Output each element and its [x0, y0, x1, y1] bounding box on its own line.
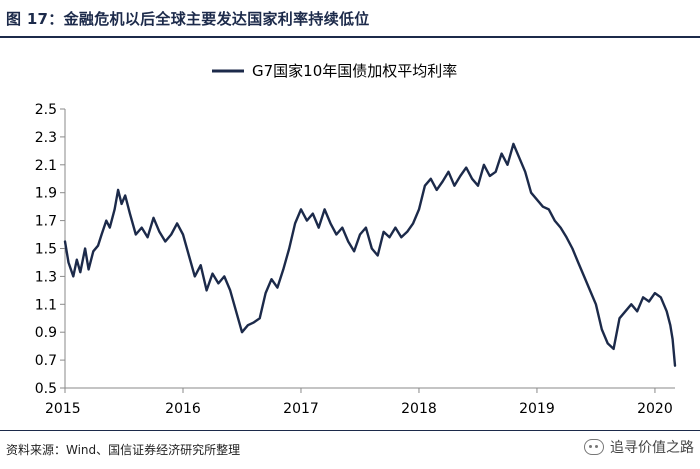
source-divider	[0, 430, 700, 431]
figure-title: 图 17：金融危机以后全球主要发达国家利率持续低位	[6, 10, 370, 28]
y-tick-label: 1.9	[35, 186, 57, 202]
y-tick-label: 2.1	[35, 158, 57, 174]
title-divider	[0, 36, 700, 38]
title-bar: 图 17：金融危机以后全球主要发达国家利率持续低位	[0, 0, 700, 34]
y-tick-label: 1.7	[35, 214, 57, 230]
x-tick-label: 2018	[401, 401, 437, 417]
x-tick-label: 2015	[45, 401, 81, 417]
y-tick-label: 2.5	[35, 102, 57, 118]
y-tick-label: 0.5	[35, 381, 57, 397]
source-note: 资料来源：Wind、国信证券经济研究所整理	[6, 443, 241, 457]
legend: G7国家10年国债加权平均利率	[212, 62, 457, 80]
series-line-0	[63, 142, 677, 367]
x-axis: 2015 2016 2017 2018 2019 2020	[45, 387, 675, 417]
y-tick-label: 1.3	[35, 269, 57, 285]
legend-label: G7国家10年国债加权平均利率	[252, 62, 457, 80]
watermark-text: 追寻价值之路	[610, 440, 694, 456]
x-tick-label: 2016	[165, 401, 201, 417]
y-tick-label: 1.5	[35, 242, 57, 258]
wechat-icon	[584, 439, 604, 455]
y-tick-label: 0.9	[35, 325, 57, 341]
y-tick-label: 1.1	[35, 297, 57, 313]
y-tick-label: 0.7	[35, 353, 57, 369]
watermark: 追寻价值之路	[584, 437, 694, 457]
line-chart: G7国家10年国债加权平均利率 0.5 0.7 0.9 1.1 1.3 1.5 1.7 1.9…	[35, 62, 677, 417]
plot-area	[63, 142, 677, 367]
y-axis: 0.5 0.7 0.9 1.1 1.3 1.5 1.7 1.9 2.1 2.3 2.5	[35, 102, 66, 397]
x-tick-label: 2020	[637, 401, 673, 417]
y-tick-label: 2.3	[35, 130, 57, 146]
x-tick-label: 2019	[519, 401, 555, 417]
x-tick-label: 2017	[283, 401, 319, 417]
